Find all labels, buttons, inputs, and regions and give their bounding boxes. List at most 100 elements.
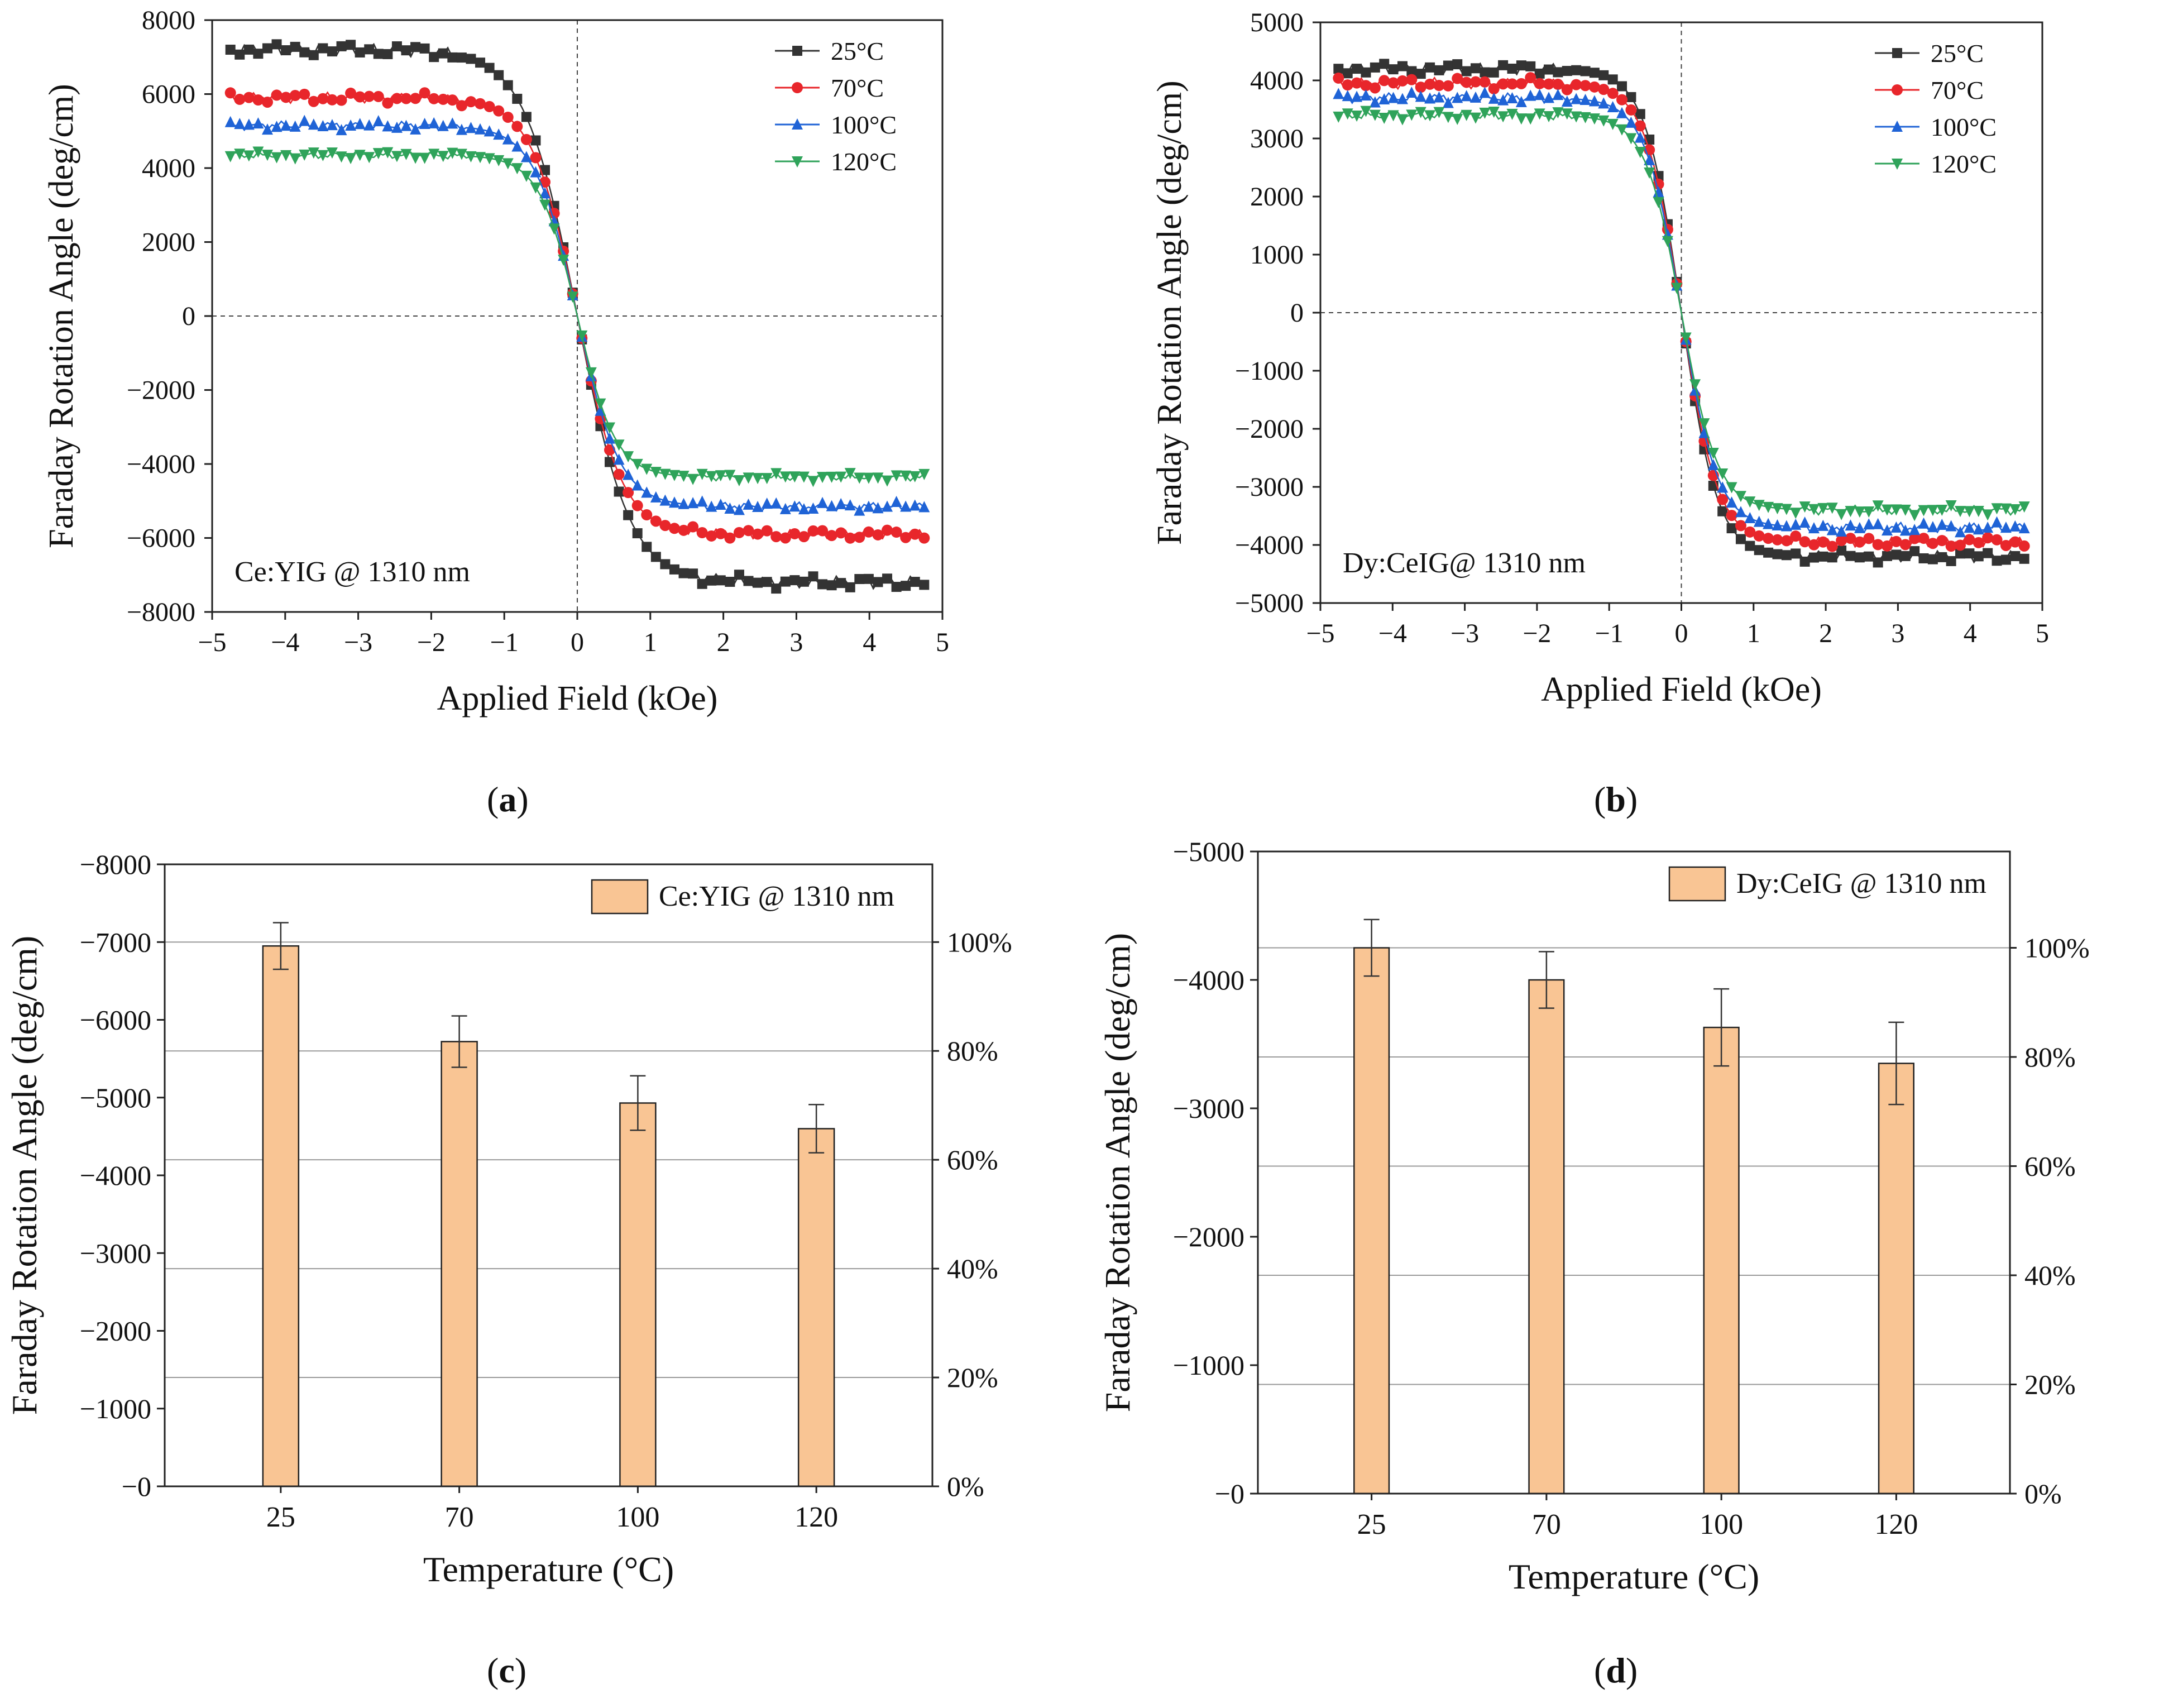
data-point xyxy=(1955,506,1966,518)
data-point xyxy=(1726,523,1737,534)
y-tick-label: −6000 xyxy=(127,524,195,553)
data-point xyxy=(1992,556,2002,566)
data-point xyxy=(891,527,902,538)
data-point xyxy=(1936,519,1948,530)
data-point xyxy=(1927,554,1938,564)
data-point xyxy=(668,523,680,534)
data-point xyxy=(835,527,847,539)
data-point xyxy=(400,149,412,160)
data-point xyxy=(1562,66,1572,76)
data-point xyxy=(1799,556,1810,567)
data-point xyxy=(1863,518,1875,530)
data-point xyxy=(317,150,329,161)
data-point xyxy=(2010,551,2021,561)
data-point xyxy=(1433,107,1445,118)
data-point xyxy=(1735,534,1746,544)
data-point xyxy=(1452,92,1463,103)
data-point xyxy=(613,439,625,451)
data-point xyxy=(567,291,578,303)
data-point xyxy=(317,93,329,104)
data-point xyxy=(1580,66,1591,76)
data-point xyxy=(1469,112,1481,124)
y2-tick-label: 80% xyxy=(2024,1041,2076,1073)
x-tick-label: 3 xyxy=(1891,619,1904,648)
data-point xyxy=(1772,519,1783,531)
data-point xyxy=(234,93,246,105)
y-tick-label: −4000 xyxy=(1235,530,1304,560)
data-point xyxy=(715,499,726,510)
legend-marker xyxy=(1892,84,1903,95)
x-tick-label: 5 xyxy=(936,628,949,657)
x-tick-label: 0 xyxy=(571,628,584,657)
x-tick-label: 5 xyxy=(2036,619,2049,648)
data-point xyxy=(798,471,810,483)
data-point xyxy=(659,520,671,532)
data-point xyxy=(1626,92,1636,102)
data-point xyxy=(1982,522,1994,533)
data-point xyxy=(1707,447,1719,459)
data-point xyxy=(1744,496,1756,508)
data-point xyxy=(1415,69,1426,79)
data-point xyxy=(1918,533,1930,544)
y2-tick-label: 60% xyxy=(947,1144,998,1175)
data-point xyxy=(1561,84,1573,95)
data-point xyxy=(1982,532,1994,544)
data-point xyxy=(1488,83,1500,95)
data-point xyxy=(734,570,744,580)
annotation: Ce:YIG @ 1310 nm xyxy=(234,556,470,588)
data-point xyxy=(1964,548,1975,559)
data-point xyxy=(373,49,384,59)
data-point xyxy=(1817,503,1829,514)
y2-tick-label: 0% xyxy=(2024,1478,2062,1509)
data-point xyxy=(234,149,246,160)
legend-label: 25°C xyxy=(1931,39,1984,68)
x-tick-label: −2 xyxy=(1523,619,1551,648)
bar-100 xyxy=(619,1102,657,1487)
data-point xyxy=(669,564,679,575)
x-axis-label: Temperature (°C) xyxy=(1509,1557,1759,1596)
data-point xyxy=(623,451,634,463)
data-point xyxy=(1863,506,1875,518)
x-axis-label: Temperature (°C) xyxy=(423,1549,674,1589)
panel-label-b: (b) xyxy=(1594,779,1638,819)
data-point xyxy=(299,47,310,58)
data-point xyxy=(1479,87,1491,98)
x-tick-label: 0 xyxy=(1675,619,1688,648)
data-point xyxy=(326,147,338,159)
data-point xyxy=(909,528,921,540)
data-point xyxy=(659,494,671,506)
data-point xyxy=(271,121,283,132)
data-point xyxy=(1579,80,1591,92)
y-tick-label: −2000 xyxy=(80,1315,151,1347)
data-point xyxy=(1506,108,1518,120)
data-point xyxy=(1909,533,1921,544)
data-point xyxy=(872,502,884,514)
data-point xyxy=(715,528,726,539)
x-tick-label: 120 xyxy=(794,1501,838,1533)
panel-label-d: (d) xyxy=(1594,1650,1638,1690)
data-point xyxy=(771,583,782,594)
data-point xyxy=(465,151,477,162)
series-line xyxy=(1338,109,2025,516)
data-point xyxy=(724,532,736,544)
data-point xyxy=(437,119,449,131)
data-point xyxy=(1927,521,1938,533)
data-point xyxy=(261,150,273,161)
data-point xyxy=(854,504,865,516)
legend-marker xyxy=(792,46,802,56)
data-point xyxy=(289,153,301,165)
data-point xyxy=(1726,482,1737,494)
y2-tick-label: 40% xyxy=(947,1253,998,1284)
data-point xyxy=(1369,109,1381,121)
data-point xyxy=(1945,520,1957,532)
data-point xyxy=(826,530,837,542)
data-point xyxy=(475,58,486,68)
data-point xyxy=(1525,61,1536,71)
data-point xyxy=(604,457,615,467)
x-tick-label: 120 xyxy=(1874,1509,1918,1540)
data-point xyxy=(770,497,782,509)
data-point xyxy=(1836,535,1847,547)
data-point xyxy=(1918,553,1929,563)
data-point xyxy=(447,52,458,63)
data-point xyxy=(1763,501,1774,513)
